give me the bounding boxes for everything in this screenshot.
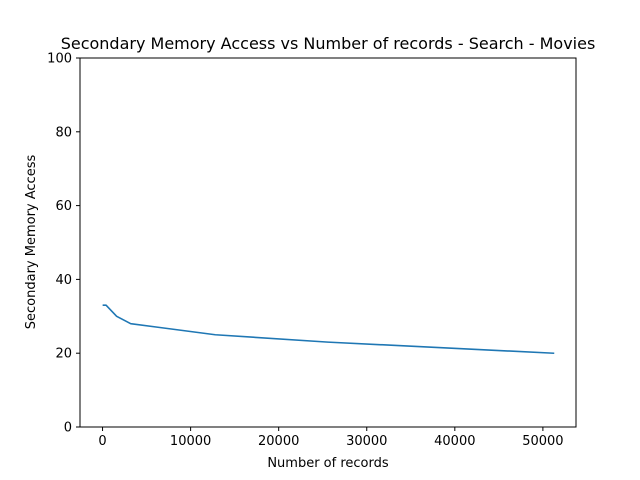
y-tick-label: 0 (64, 421, 72, 436)
x-tick-label: 50000 (522, 434, 563, 449)
chart-title: Secondary Memory Access vs Number of rec… (61, 34, 596, 53)
x-axis-ticks: 0 10000 20000 30000 40000 50000 (98, 427, 564, 449)
y-tick-label: 60 (55, 199, 72, 214)
y-tick-label: 100 (47, 52, 72, 67)
x-tick-label: 40000 (434, 434, 475, 449)
x-tick-label: 30000 (346, 434, 387, 449)
axes-frame (79, 57, 577, 428)
y-tick-label: 80 (55, 125, 72, 140)
plot-area (79, 57, 577, 428)
series-line-0 (102, 304, 555, 355)
x-tick-label: 20000 (258, 434, 299, 449)
y-tick-label: 20 (55, 347, 72, 362)
x-tick-label: 0 (98, 434, 106, 449)
y-axis-ticks: 0 20 40 60 80 100 (47, 52, 80, 436)
x-tick-label: 10000 (170, 434, 211, 449)
y-axis-label: Secondary Memory Access (24, 155, 39, 330)
x-axis-label: Number of records (267, 456, 389, 471)
y-tick-label: 40 (55, 273, 72, 288)
